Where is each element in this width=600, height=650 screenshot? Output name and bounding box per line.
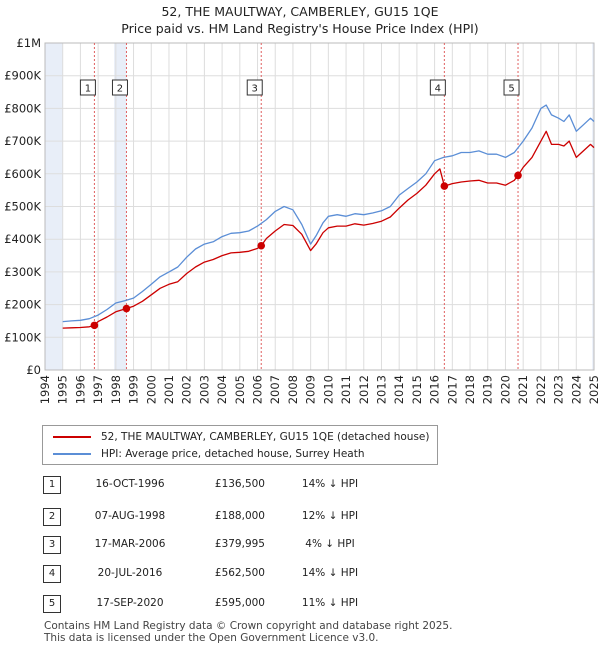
sale-number-label: 5	[508, 84, 514, 95]
x-tick-label: 2025	[587, 375, 600, 404]
x-tick-label: 2008	[286, 375, 300, 404]
sale-date: 17-SEP-2020	[80, 597, 180, 609]
legend-label-hpi: HPI: Average price, detached house, Surr…	[101, 448, 364, 460]
table-row: 3 17-MAR-2006 £379,995 4% ↓ HPI	[0, 536, 600, 556]
x-tick-label: 2010	[321, 375, 335, 404]
legend-item-hpi: HPI: Average price, detached house, Surr…	[43, 446, 364, 462]
y-tick-label: £0	[26, 363, 41, 377]
x-tick-label: 1998	[109, 375, 123, 404]
x-tick-label: 2000	[144, 375, 158, 404]
sale-number-label: 3	[252, 84, 258, 95]
y-tick-label: £300K	[4, 265, 41, 279]
x-tick-label: 2005	[233, 375, 247, 404]
y-tick-label: £1M	[16, 36, 41, 50]
y-tick-label: £100K	[4, 330, 41, 344]
x-tick-label: 2014	[392, 375, 406, 404]
x-tick-label: 2024	[569, 375, 583, 404]
x-tick-label: 1997	[91, 375, 105, 404]
sale-number: 2	[43, 508, 61, 526]
x-tick-label: 2011	[339, 375, 353, 404]
x-tick-label: 2019	[481, 375, 495, 404]
price-chart: £0 £100K £200K £300K £400K £500K £600K £700K £80…	[0, 0, 600, 420]
sale-price: £136,500	[190, 478, 265, 490]
sale-number: 3	[43, 536, 61, 554]
y-tick-label: £700K	[4, 134, 41, 148]
x-tick-label: 2012	[357, 375, 371, 404]
legend-label-property: 52, THE MAULTWAY, CAMBERLEY, GU15 1QE (d…	[101, 431, 429, 443]
x-tick-label: 2002	[180, 375, 194, 404]
x-tick-label: 2003	[197, 375, 211, 404]
y-tick-label: £900K	[4, 69, 41, 83]
sale-hpi-diff: 4% ↓ HPI	[290, 538, 370, 550]
y-tick-label: £400K	[4, 232, 41, 246]
legend-swatch-hpi	[53, 453, 91, 455]
sale-hpi-diff: 12% ↓ HPI	[290, 510, 370, 522]
sale-price: £562,500	[190, 567, 265, 579]
x-tick-label: 2009	[304, 375, 318, 404]
sale-number: 5	[43, 595, 61, 613]
legend-swatch-property	[53, 436, 91, 438]
x-tick-label: 2015	[410, 375, 424, 404]
footer-licence: This data is licensed under the Open Gov…	[44, 632, 452, 644]
x-tick-label: 1995	[56, 375, 70, 404]
sale-point	[91, 322, 99, 330]
sale-date: 07-AUG-1998	[80, 510, 180, 522]
x-tick-label: 2017	[445, 375, 459, 404]
x-tick-label: 1994	[38, 375, 52, 404]
x-tick-label: 2006	[251, 375, 265, 404]
sale-date: 16-OCT-1996	[80, 478, 180, 490]
table-row: 4 20-JUL-2016 £562,500 14% ↓ HPI	[0, 565, 600, 585]
y-tick-label: £500K	[4, 200, 41, 214]
table-row: 2 07-AUG-1998 £188,000 12% ↓ HPI	[0, 508, 600, 528]
footer-copyright: Contains HM Land Registry data © Crown c…	[44, 620, 452, 632]
sale-number: 1	[43, 476, 61, 494]
sale-price: £379,995	[190, 538, 265, 550]
table-row: 1 16-OCT-1996 £136,500 14% ↓ HPI	[0, 476, 600, 496]
sale-number-label: 4	[435, 84, 441, 95]
sale-hpi-diff: 14% ↓ HPI	[290, 478, 370, 490]
x-tick-label: 2001	[162, 375, 176, 404]
x-tick-label: 1999	[127, 375, 141, 404]
y-tick-label: £200K	[4, 298, 41, 312]
x-tick-label: 2022	[534, 375, 548, 404]
sale-price: £188,000	[190, 510, 265, 522]
sale-point	[257, 242, 265, 250]
sale-date: 17-MAR-2006	[80, 538, 180, 550]
sale-point	[441, 182, 449, 190]
x-tick-label: 1996	[73, 375, 87, 404]
sale-hpi-diff: 11% ↓ HPI	[290, 597, 370, 609]
footer: Contains HM Land Registry data © Crown c…	[44, 620, 452, 644]
x-tick-label: 2020	[498, 375, 512, 404]
x-tick-label: 2018	[463, 375, 477, 404]
x-tick-label: 2004	[215, 375, 229, 404]
sale-point	[123, 305, 131, 313]
y-tick-label: £600K	[4, 167, 41, 181]
x-tick-label: 2021	[516, 375, 530, 404]
sale-price: £595,000	[190, 597, 265, 609]
sale-number-label: 2	[117, 84, 123, 95]
x-tick-label: 2013	[374, 375, 388, 404]
sale-date: 20-JUL-2016	[80, 567, 180, 579]
x-tick-label: 2016	[428, 375, 442, 404]
y-tick-label: £800K	[4, 101, 41, 115]
sale-number-label: 1	[85, 84, 91, 95]
sale-point	[514, 172, 522, 180]
legend-item-property: 52, THE MAULTWAY, CAMBERLEY, GU15 1QE (d…	[43, 429, 429, 445]
x-tick-label: 2023	[552, 375, 566, 404]
table-row: 5 17-SEP-2020 £595,000 11% ↓ HPI	[0, 595, 600, 615]
legend: 52, THE MAULTWAY, CAMBERLEY, GU15 1QE (d…	[42, 425, 438, 465]
x-tick-label: 2007	[268, 375, 282, 404]
sale-number: 4	[43, 565, 61, 583]
sale-hpi-diff: 14% ↓ HPI	[290, 567, 370, 579]
